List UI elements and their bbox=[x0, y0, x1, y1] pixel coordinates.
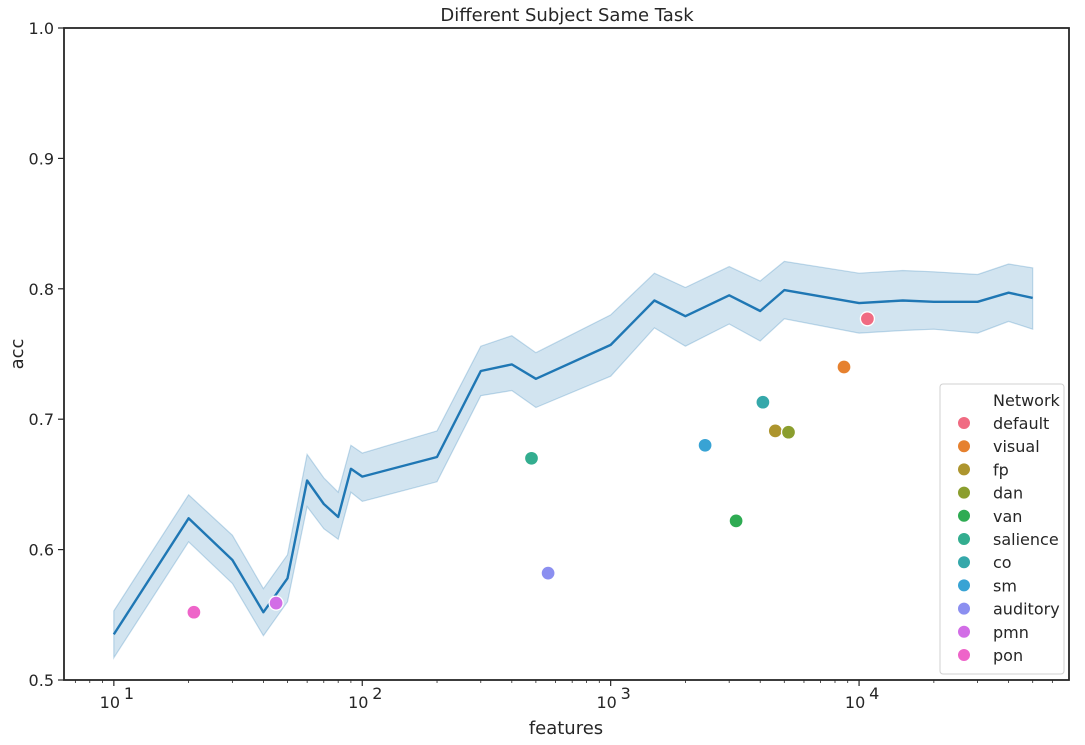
point-fp bbox=[767, 423, 783, 439]
legend-marker-van bbox=[957, 508, 971, 523]
legend-title: Network bbox=[993, 391, 1061, 410]
y-axis-label: acc bbox=[7, 339, 28, 370]
point-dan bbox=[780, 424, 797, 440]
x-tick-exponent: 2 bbox=[372, 684, 382, 703]
legend-marker-sm bbox=[957, 578, 971, 593]
legend-label-salience: salience bbox=[993, 530, 1059, 549]
point-pon bbox=[186, 604, 202, 620]
mean-line-path bbox=[112, 288, 1033, 636]
point-salience bbox=[523, 450, 540, 466]
x-tick-exponent: 3 bbox=[621, 684, 631, 703]
mean-line bbox=[112, 288, 1033, 636]
network-points bbox=[186, 311, 876, 620]
point-co bbox=[755, 394, 771, 410]
y-tick-label: 0.6 bbox=[29, 541, 54, 560]
legend-box bbox=[939, 383, 1065, 675]
x-tick-label: 10 bbox=[100, 693, 120, 712]
legend-marker-visual bbox=[957, 439, 971, 454]
y-tick-label: 0.8 bbox=[29, 280, 54, 299]
y-tick-label: 0.7 bbox=[29, 410, 54, 429]
legend-marker-pon bbox=[957, 648, 971, 662]
y-tick-label: 0.9 bbox=[29, 149, 54, 168]
legend-label-dan: dan bbox=[993, 484, 1023, 503]
legend-label-fp: fp bbox=[993, 460, 1009, 479]
legend-label-co: co bbox=[993, 553, 1012, 572]
legend-label-van: van bbox=[993, 507, 1022, 526]
x-tick-label: 10 bbox=[596, 693, 616, 712]
plot-frame bbox=[63, 27, 1070, 681]
x-axis-label: features bbox=[529, 718, 603, 739]
x-tick-label: 10 bbox=[845, 693, 865, 712]
legend-marker-default bbox=[957, 416, 971, 430]
x-tick-exponent: 4 bbox=[869, 684, 879, 703]
legend-label-pmn: pmn bbox=[993, 623, 1029, 642]
legend-label-pon: pon bbox=[993, 646, 1023, 665]
legend-label-auditory: auditory bbox=[993, 600, 1060, 619]
point-van bbox=[728, 513, 744, 529]
legend-label-sm: sm bbox=[993, 576, 1017, 595]
y-tick-label: 0.5 bbox=[29, 671, 54, 690]
legend-label-visual: visual bbox=[993, 437, 1040, 456]
y-axis-ticks: 0.5 0.6 0.7 0.8 0.9 1.0 bbox=[29, 19, 64, 690]
legend-marker-co bbox=[957, 555, 971, 570]
point-auditory bbox=[540, 565, 556, 581]
x-tick-exponent: 1 bbox=[124, 684, 134, 703]
point-default bbox=[859, 311, 876, 327]
legend-label-default: default bbox=[993, 414, 1049, 433]
x-tick-label: 10 bbox=[348, 693, 368, 712]
legend: Network default visual fp dan van salience co s… bbox=[939, 383, 1065, 675]
point-visual bbox=[836, 359, 852, 375]
legend-marker-dan bbox=[957, 485, 971, 500]
x-axis-ticks: 10 1 10 2 10 3 10 4 bbox=[74, 680, 1053, 712]
chart-title: Different Subject Same Task bbox=[440, 5, 694, 26]
y-tick-label: 1.0 bbox=[29, 19, 54, 38]
point-pmn bbox=[268, 595, 284, 611]
point-sm bbox=[697, 437, 713, 453]
legend-marker-auditory bbox=[957, 601, 971, 616]
legend-marker-fp bbox=[957, 462, 971, 477]
legend-marker-salience bbox=[957, 532, 971, 546]
legend-marker-pmn bbox=[957, 624, 971, 639]
plot-area bbox=[64, 28, 1069, 680]
